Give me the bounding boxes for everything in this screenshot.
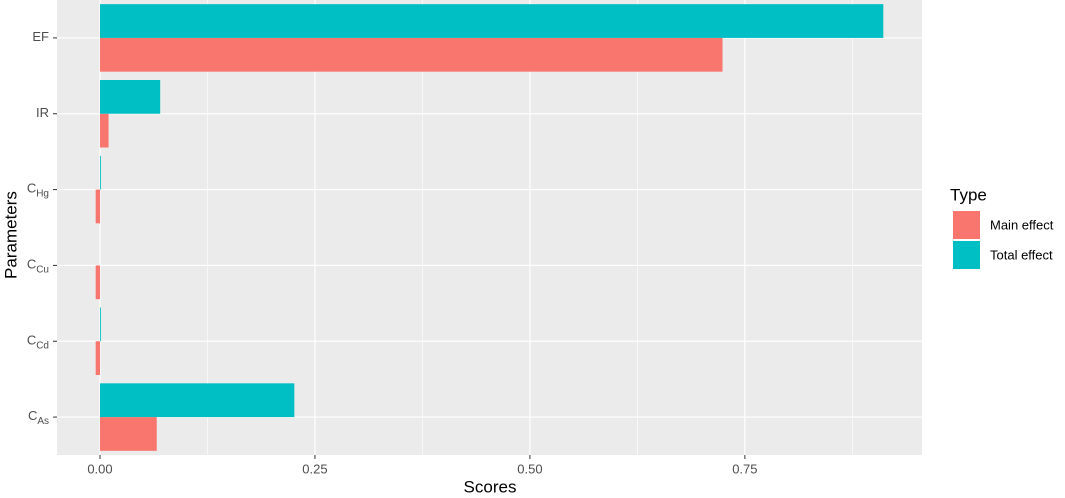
category-base: C xyxy=(28,409,37,424)
bar xyxy=(99,383,295,418)
bar xyxy=(99,307,101,342)
legend-title: Type xyxy=(950,185,987,204)
y-tick-label: CHg xyxy=(27,181,49,199)
x-tick-label: 0.25 xyxy=(302,461,327,476)
category-sub: As xyxy=(37,416,49,427)
category-base: C xyxy=(27,257,36,272)
category-base: C xyxy=(27,333,36,348)
bar xyxy=(99,4,884,38)
y-tick-label: CCu xyxy=(27,257,49,275)
x-tick-label: 0.50 xyxy=(517,461,542,476)
category-base: EF xyxy=(32,29,49,44)
bar xyxy=(99,37,723,72)
category-sub: Cd xyxy=(36,340,49,351)
bar xyxy=(95,265,100,300)
x-tick-label: 0.75 xyxy=(732,461,757,476)
y-axis-title: Parameters xyxy=(1,191,20,279)
category-base: IR xyxy=(36,105,49,120)
bar xyxy=(99,113,109,148)
bar xyxy=(99,417,157,451)
bar xyxy=(99,80,161,114)
category-sub: Hg xyxy=(36,188,49,199)
bar xyxy=(99,155,101,190)
legend-key xyxy=(953,241,980,269)
y-tick-label: EF xyxy=(32,29,49,44)
legend-key xyxy=(953,211,980,239)
bar xyxy=(95,189,100,224)
bar xyxy=(95,341,100,375)
panel xyxy=(57,0,922,455)
y-tick-label: IR xyxy=(36,105,49,120)
legend-label: Main effect xyxy=(990,217,1054,232)
legend-label: Total effect xyxy=(990,247,1053,262)
x-axis-title: Scores xyxy=(464,477,517,496)
category-base: C xyxy=(27,181,36,196)
y-tick-label: CAs xyxy=(28,409,49,427)
x-tick-label: 0.00 xyxy=(87,461,112,476)
category-sub: Cu xyxy=(36,264,49,275)
y-tick-label: CCd xyxy=(27,333,49,351)
